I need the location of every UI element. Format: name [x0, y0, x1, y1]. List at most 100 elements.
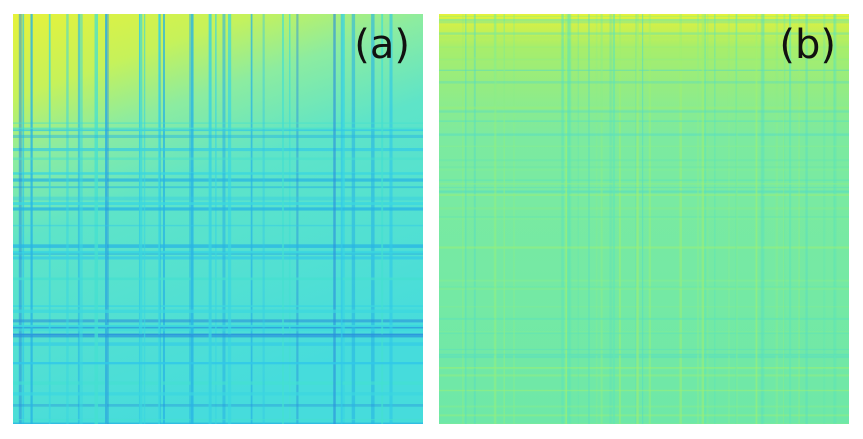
stripe	[567, 14, 570, 424]
stripe	[13, 122, 423, 124]
stripe	[13, 207, 423, 211]
stripe	[439, 367, 849, 370]
stripe	[618, 14, 621, 424]
stripe	[105, 14, 108, 424]
stripe	[227, 14, 232, 424]
stripe	[439, 414, 849, 417]
stripe	[439, 32, 849, 35]
stripe	[13, 224, 423, 227]
stripe	[13, 127, 423, 129]
stripe	[13, 129, 423, 132]
stripe	[833, 14, 835, 424]
stripe	[783, 14, 785, 424]
stripe	[288, 14, 291, 424]
stripe	[389, 14, 393, 424]
stripe	[13, 328, 423, 332]
stripe	[13, 134, 423, 139]
stripe	[648, 14, 651, 424]
stripe	[13, 178, 423, 182]
stripe	[577, 14, 579, 424]
stripe	[13, 148, 423, 152]
stripe	[439, 169, 849, 171]
stripe	[823, 14, 826, 424]
stripe	[701, 14, 705, 424]
stripe	[13, 342, 423, 346]
stripe	[462, 14, 464, 424]
stripe	[727, 14, 730, 424]
stripe	[22, 14, 25, 424]
stripe	[439, 69, 849, 71]
stripe	[465, 14, 467, 424]
stripe	[105, 14, 109, 424]
stripe	[79, 14, 83, 424]
stripe	[66, 14, 69, 424]
stripe	[13, 319, 423, 323]
stripe	[250, 14, 253, 424]
stripe	[13, 392, 423, 396]
stripe	[760, 14, 764, 424]
stripe	[138, 14, 143, 424]
stripe	[714, 14, 716, 424]
stripe	[48, 14, 51, 424]
stripe	[439, 190, 849, 193]
stripe	[439, 36, 849, 39]
stripe	[439, 145, 849, 148]
stripe	[439, 159, 849, 162]
stripe	[143, 14, 146, 424]
stripe	[13, 202, 423, 205]
stripe	[569, 14, 572, 424]
stripe	[13, 309, 423, 313]
stripe	[635, 14, 637, 424]
stripe	[798, 14, 800, 424]
stripe	[439, 389, 849, 392]
stripe	[439, 306, 849, 308]
stripes-b	[439, 14, 849, 424]
stripe	[439, 133, 849, 136]
stripe	[13, 251, 423, 255]
stripe	[503, 14, 505, 424]
stripe	[439, 355, 849, 359]
stripe	[513, 14, 515, 424]
stripe	[439, 120, 849, 123]
stripe	[13, 333, 423, 338]
stripe	[439, 279, 849, 282]
stripe	[190, 14, 194, 424]
stripe	[789, 14, 792, 424]
stripe	[762, 14, 765, 424]
stripe	[783, 14, 786, 424]
stripe	[18, 14, 22, 424]
stripe	[439, 286, 849, 289]
stripe	[351, 14, 356, 424]
stripe	[13, 381, 423, 385]
stripe	[609, 14, 612, 424]
heatmap-b	[439, 14, 849, 424]
stripe	[439, 287, 849, 290]
stripe	[707, 14, 709, 424]
stripe	[189, 14, 191, 424]
stripe	[13, 186, 423, 189]
stripe	[439, 18, 849, 22]
stripe	[13, 403, 423, 407]
stripe	[805, 14, 808, 424]
stripe	[342, 14, 345, 424]
stripe	[494, 14, 497, 424]
stripe	[13, 172, 423, 174]
stripe	[439, 331, 849, 333]
stripe	[13, 326, 423, 329]
stripe	[381, 14, 384, 424]
stripe	[439, 186, 849, 189]
panel-label: (a)	[354, 22, 410, 68]
stripe	[439, 46, 849, 48]
stripe	[735, 14, 738, 424]
stripe	[13, 305, 423, 307]
stripe	[439, 367, 849, 369]
stripe	[612, 14, 616, 424]
stripe	[13, 277, 423, 281]
stripe	[340, 14, 343, 424]
stripe	[439, 374, 849, 377]
stripe	[439, 217, 849, 220]
stripe	[371, 14, 375, 424]
stripe	[439, 317, 849, 320]
stripe	[439, 354, 849, 356]
